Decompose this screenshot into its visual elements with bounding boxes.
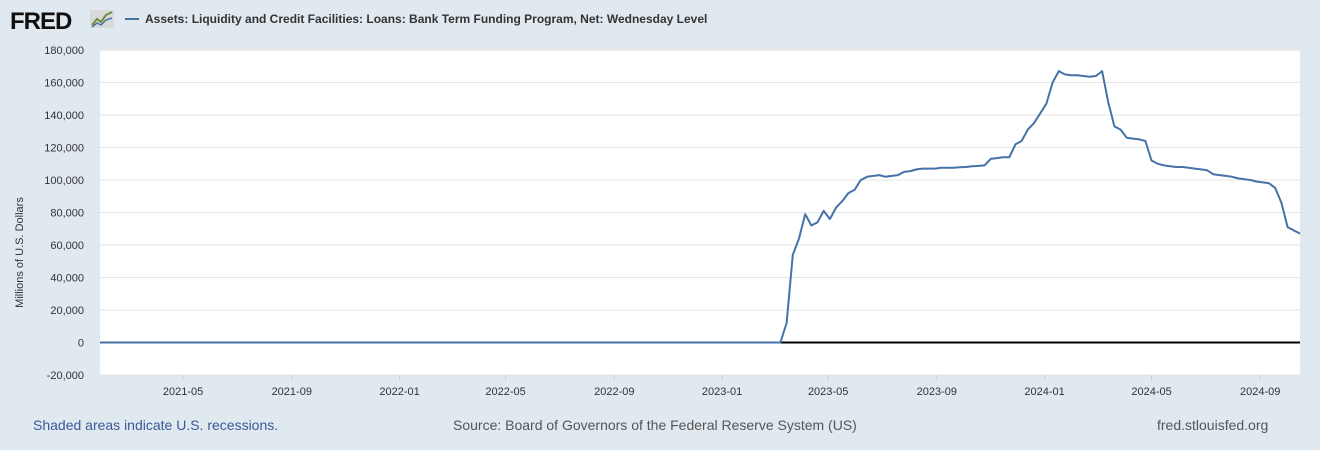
legend-label: Assets: Liquidity and Credit Facilities:… bbox=[145, 12, 708, 26]
x-tick-label: 2022-05 bbox=[485, 386, 525, 398]
site-link[interactable]: fred.stlouisfed.org bbox=[1157, 417, 1269, 433]
y-tick-label: 20,000 bbox=[50, 305, 84, 317]
series-line bbox=[100, 70, 1301, 344]
y-tick-label: 100,000 bbox=[44, 175, 84, 187]
x-tick-label: 2021-09 bbox=[272, 386, 312, 398]
line-chart: -20,000 0 20,000 40,000 60,000 80,000 100,000 1… bbox=[14, 45, 1301, 398]
x-tick-label: 2021-05 bbox=[163, 386, 203, 398]
header: FRED Assets: Liquidity and Credit Facili… bbox=[0, 0, 1320, 40]
chart-logo-icon bbox=[90, 10, 114, 33]
x-tick-label: 2023-05 bbox=[808, 386, 848, 398]
chart-legend[interactable]: Assets: Liquidity and Credit Facilities:… bbox=[125, 12, 707, 26]
x-tick-label: 2023-09 bbox=[917, 386, 957, 398]
recessions-note: Shaded areas indicate U.S. recessions. bbox=[33, 417, 279, 433]
x-tick-label: 2022-01 bbox=[379, 386, 419, 398]
y-tick-label: 80,000 bbox=[50, 208, 84, 220]
y-tick-label: -20,000 bbox=[47, 370, 84, 382]
y-tick-label: 140,000 bbox=[44, 110, 84, 122]
fred-logo[interactable]: FRED bbox=[10, 8, 72, 35]
y-tick-label: 180,000 bbox=[44, 45, 84, 57]
x-tick-label: 2024-09 bbox=[1240, 386, 1280, 398]
x-tick-label: 2024-01 bbox=[1024, 386, 1064, 398]
x-tick-label: 2023-01 bbox=[702, 386, 742, 398]
x-tick-label: 2024-05 bbox=[1131, 386, 1171, 398]
y-tick-label: 120,000 bbox=[44, 143, 84, 155]
y-tick-label: 160,000 bbox=[44, 78, 84, 90]
source-note: Source: Board of Governors of the Federa… bbox=[453, 417, 857, 433]
y-tick-label: 0 bbox=[78, 338, 84, 350]
y-tick-label: 60,000 bbox=[50, 240, 84, 252]
legend-line-swatch bbox=[125, 18, 139, 20]
y-axis-title: Millions of U.S. Dollars bbox=[14, 197, 26, 308]
y-tick-label: 40,000 bbox=[50, 273, 84, 285]
x-tick-label: 2022-09 bbox=[594, 386, 634, 398]
